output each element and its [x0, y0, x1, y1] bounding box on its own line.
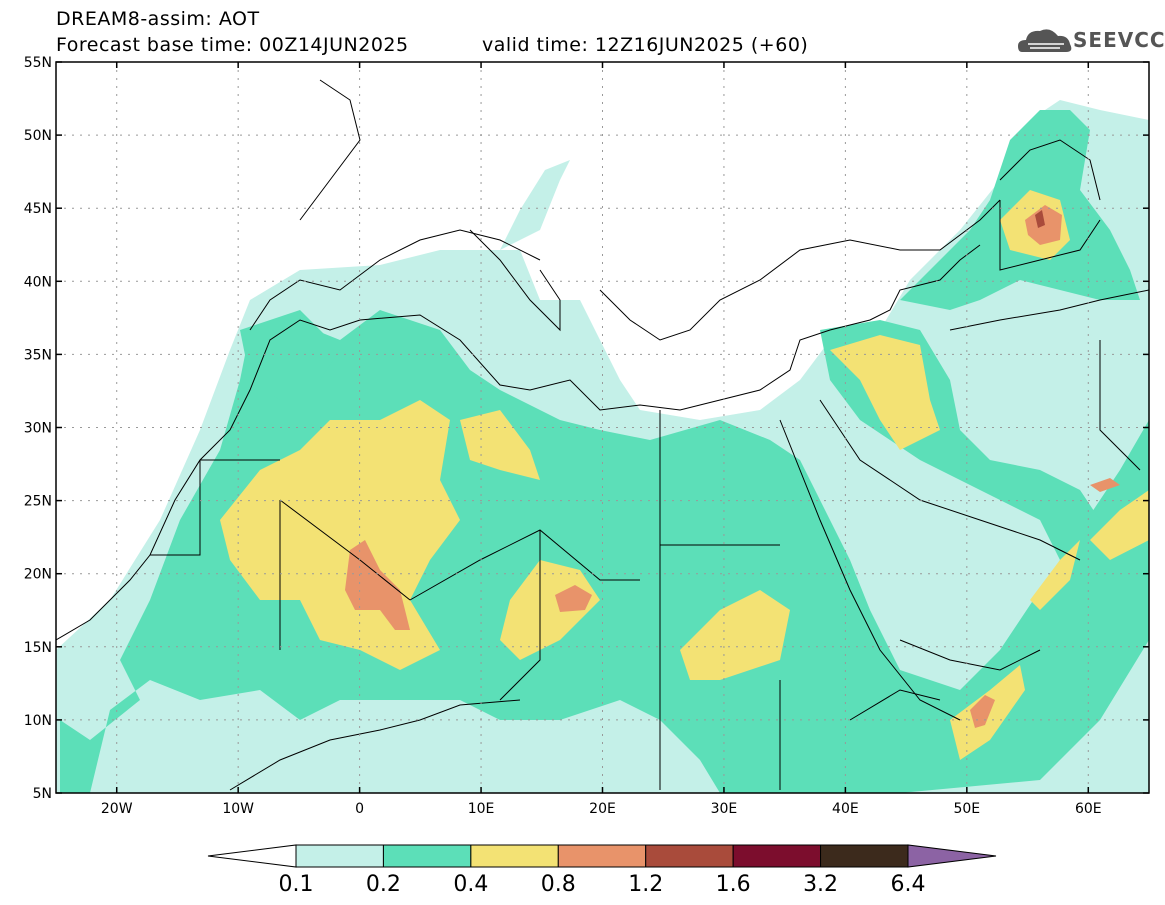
aot-region-yellow-oman [1030, 540, 1080, 610]
colorbar-label: 0.1 [278, 872, 314, 897]
aot-region-orange-gulf [1090, 478, 1120, 492]
lat-labels: 55N 50N 45N 40N 35N 30N 25N 20N 15N 10N 5N [24, 55, 52, 802]
title-base-time: Forecast base time: 00Z14JUN2025 [56, 34, 409, 56]
lat-label: 50N [24, 128, 52, 144]
lat-label: 20N [24, 567, 52, 583]
colorbar-segment [295, 844, 384, 868]
aot-region-yellow-eastarab [1090, 490, 1149, 560]
lon-label: 20E [589, 801, 616, 817]
lat-label: 55N [24, 55, 52, 71]
lon-label: 0 [355, 801, 364, 817]
colorbar-label: 1.2 [628, 872, 664, 897]
lat-label: 40N [24, 274, 52, 290]
lon-label: 10W [222, 801, 254, 817]
colorbar-label: 1.6 [715, 872, 751, 897]
lon-label: 10E [468, 801, 495, 817]
lon-label: 40E [832, 801, 859, 817]
aot-region-orange-mali [345, 540, 410, 630]
colorbar-segment [470, 844, 559, 868]
lat-label: 25N [24, 494, 52, 510]
lat-label: 35N [24, 347, 52, 363]
aot-region-redbrown-caspian [1035, 210, 1045, 228]
colorbar-segment [732, 844, 822, 868]
lon-label: 20W [101, 801, 133, 817]
lon-labels: 20W 10W 0 10E 20E 30E 40E 50E 60E [101, 801, 1102, 817]
cloud-logo-icon [1018, 29, 1072, 52]
colorbar-label: 0.4 [453, 872, 489, 897]
lon-label: 30E [711, 801, 738, 817]
lat-label: 30N [24, 421, 52, 437]
lat-label: 5N [33, 786, 52, 802]
colorbar-over-triangle [907, 844, 997, 868]
graticule [56, 62, 1149, 793]
lon-label: 60E [1075, 801, 1102, 817]
colorbar-under-triangle [207, 844, 297, 868]
lon-label: 50E [953, 801, 980, 817]
aot-region-teal-west [240, 310, 340, 400]
colorbar-label: 0.2 [365, 872, 401, 897]
colorbar-segment [820, 844, 909, 868]
axis-ticks [56, 61, 1149, 794]
colorbar-label: 6.4 [890, 872, 926, 897]
colorbar-segment [645, 844, 734, 868]
colorbar-label: 3.2 [803, 872, 839, 897]
title-valid-time: valid time: 12Z16JUN2025 (+60) [482, 34, 809, 56]
lat-label: 15N [24, 640, 52, 656]
logo-text: SEEVCCC [1073, 28, 1165, 52]
aot-region-yellow-iraq [830, 335, 940, 450]
aot-region-yellow-sudan [680, 590, 790, 680]
lat-label: 10N [24, 713, 52, 729]
lat-label: 45N [24, 201, 52, 217]
colorbar-label: 0.8 [540, 872, 576, 897]
title-variable: DREAM8-assim: AOT [56, 8, 260, 30]
aot-region-light-north [500, 160, 570, 250]
aot-region-orange-chad [555, 585, 592, 612]
colorbar-segment [382, 844, 472, 868]
colorbar [207, 844, 997, 868]
colorbar-segment [557, 844, 647, 868]
